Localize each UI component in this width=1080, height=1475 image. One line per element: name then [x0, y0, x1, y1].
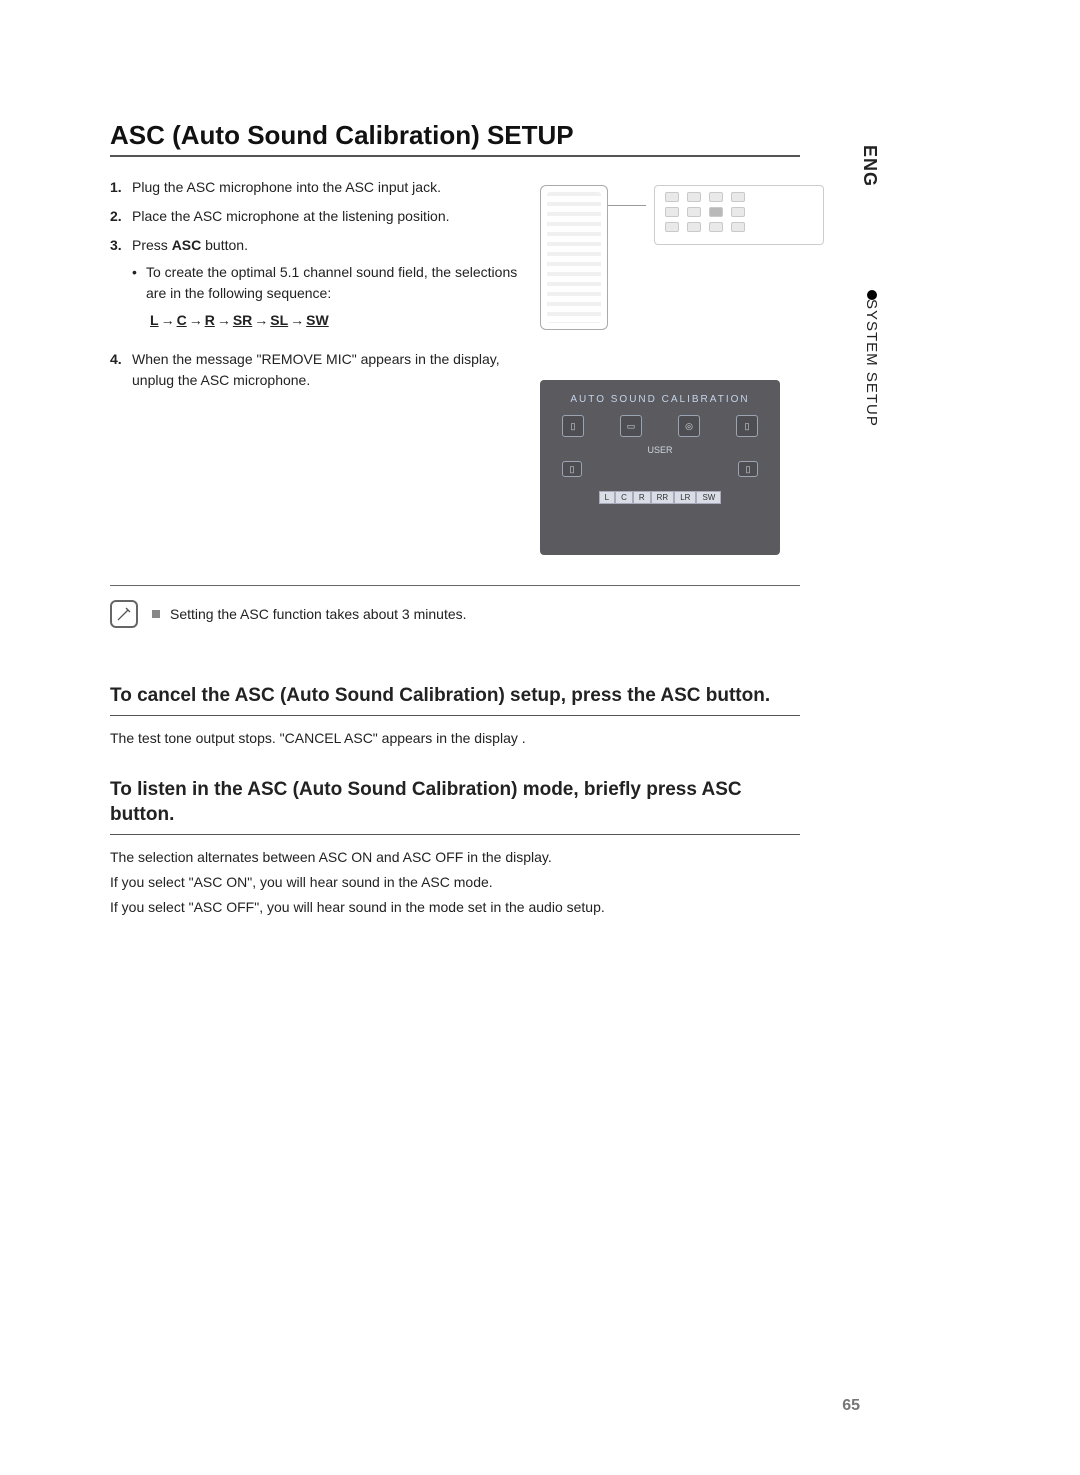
note-icon — [110, 600, 138, 628]
side-section-label: SYSTEM SETUP — [863, 290, 880, 427]
listen-p1: The selection alternates between ASC ON … — [110, 847, 800, 868]
seq-r: R — [205, 312, 215, 328]
connector-line — [608, 205, 646, 206]
seq-sw: SW — [306, 312, 329, 328]
osd-bar-r: R — [633, 491, 651, 504]
onscreen-display-illustration: AUTO SOUND CALIBRATION ▯ ▭ ◎ ▯ USER ▯ ▯ … — [540, 380, 780, 555]
main-content-row: 1. Plug the ASC microphone into the ASC … — [110, 177, 800, 555]
asc-button-highlight — [709, 207, 723, 217]
note-text: Setting the ASC function takes about 3 m… — [170, 606, 467, 622]
receiver-button-grid — [665, 192, 813, 232]
side-section-text: SYSTEM SETUP — [863, 299, 880, 427]
receiver-top-illustration — [654, 185, 824, 245]
seq-sr: SR — [233, 312, 252, 328]
osd-bar-lr: LR — [674, 491, 696, 504]
step-2-text: Place the ASC microphone at the listenin… — [132, 206, 525, 227]
step-4-text: When the message "REMOVE MIC" appears in… — [132, 349, 525, 391]
osd-bar-l: L — [599, 491, 615, 504]
divider — [110, 585, 800, 586]
listen-heading: To listen in the ASC (Auto Sound Calibra… — [110, 777, 800, 828]
step-1-number: 1. — [110, 177, 132, 198]
osd-spk-rl: ▯ — [562, 461, 582, 477]
bullet-icon: • — [132, 262, 146, 304]
cancel-heading: To cancel the ASC (Auto Sound Calibratio… — [110, 683, 800, 709]
osd-bar-sw: SW — [696, 491, 721, 504]
step-1-text: Plug the ASC microphone into the ASC inp… — [132, 177, 525, 198]
step-3-text: Press ASC button. • To create the optima… — [132, 235, 525, 341]
listen-p2: If you select "ASC ON", you will hear so… — [110, 872, 800, 893]
osd-bar-c: C — [615, 491, 633, 504]
figure-column: AUTO SOUND CALIBRATION ▯ ▭ ◎ ▯ USER ▯ ▯ … — [540, 177, 824, 555]
remote-to-receiver-figure — [540, 185, 824, 330]
note-row: Setting the ASC function takes about 3 m… — [110, 600, 800, 628]
osd-channel-bar: L C R RR LR SW — [552, 491, 768, 504]
osd-spk-rr: ▯ — [738, 461, 758, 477]
step-4: 4. When the message "REMOVE MIC" appears… — [110, 349, 525, 391]
seq-c: C — [177, 312, 187, 328]
step-3-sub: • To create the optimal 5.1 channel soun… — [132, 262, 525, 304]
osd-spk-fr: ▯ — [736, 415, 758, 437]
step-3-number: 3. — [110, 235, 132, 341]
title-underline — [110, 155, 800, 157]
heading-underline — [110, 715, 800, 716]
step-2: 2. Place the ASC microphone at the liste… — [110, 206, 525, 227]
listen-p3: If you select "ASC OFF", you will hear s… — [110, 897, 800, 918]
step-3-suffix: button. — [201, 237, 248, 253]
step-3-prefix: Press — [132, 237, 172, 253]
step-3-sub-text: To create the optimal 5.1 channel sound … — [146, 262, 525, 304]
page-title: ASC (Auto Sound Calibration) SETUP — [110, 120, 1020, 151]
osd-spk-fl: ▯ — [562, 415, 584, 437]
step-2-number: 2. — [110, 206, 132, 227]
osd-spk-c: ▭ — [620, 415, 642, 437]
channel-sequence: L→C→R→SR→SL→SW — [150, 310, 525, 331]
remote-illustration — [540, 185, 608, 330]
page-number: 65 — [842, 1397, 860, 1415]
square-bullet-icon — [152, 610, 160, 618]
seq-sl: SL — [270, 312, 288, 328]
osd-bar-rr: RR — [651, 491, 675, 504]
osd-user-label: USER — [552, 445, 768, 455]
seq-l: L — [150, 312, 159, 328]
step-1: 1. Plug the ASC microphone into the ASC … — [110, 177, 525, 198]
language-label: ENG — [859, 145, 880, 187]
step-4-number: 4. — [110, 349, 132, 391]
instruction-list: 1. Plug the ASC microphone into the ASC … — [110, 177, 540, 555]
step-3-bold: ASC — [172, 237, 202, 253]
osd-spk-sub: ◎ — [678, 415, 700, 437]
cancel-paragraph: The test tone output stops. "CANCEL ASC"… — [110, 728, 800, 749]
manual-page: ENG SYSTEM SETUP ASC (Auto Sound Calibra… — [0, 0, 1080, 1475]
osd-title: AUTO SOUND CALIBRATION — [552, 394, 768, 405]
heading-underline — [110, 834, 800, 835]
step-3: 3. Press ASC button. • To create the opt… — [110, 235, 525, 341]
